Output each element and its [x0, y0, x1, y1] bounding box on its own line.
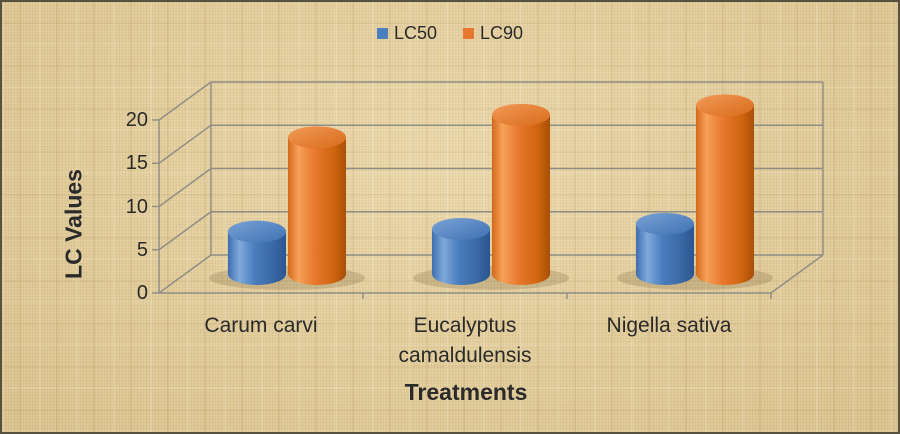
legend-item-lc90: LC90	[463, 23, 523, 44]
lc50-swatch-icon	[376, 28, 388, 39]
category-label-nigella: Nigella sativa	[606, 314, 732, 337]
category-label-carum-carvi: Carum carvi	[204, 314, 318, 337]
x-axis-title: Treatments	[404, 379, 528, 405]
y-tick-label: 5	[136, 238, 148, 261]
cylinder-group-1	[413, 103, 569, 290]
legend-label-lc50: LC50	[393, 23, 437, 43]
y-tick-label: 15	[125, 152, 148, 175]
axes-and-walls	[158, 82, 824, 299]
legend-item-lc50: LC50	[376, 23, 437, 44]
y-tick-label: 0	[136, 282, 148, 304]
cylinder-group-2	[617, 94, 773, 290]
cylinder-group-0	[209, 126, 365, 290]
lc90-swatch-icon	[463, 28, 474, 39]
category-label-eucalyptus: Eucalyptus camaldulensis	[398, 314, 532, 367]
legend: LC50 LC90	[2, 23, 898, 44]
y-tick-label: 20	[125, 109, 148, 131]
y-axis-title: LC Values	[60, 169, 87, 279]
y-tick-label: 10	[125, 195, 148, 218]
legend-label-lc90: LC90	[480, 23, 524, 43]
